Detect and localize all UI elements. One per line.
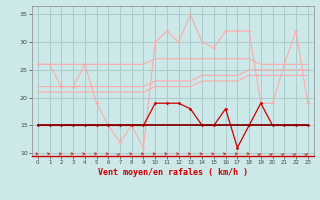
X-axis label: Vent moyen/en rafales ( km/h ): Vent moyen/en rafales ( km/h ): [98, 168, 248, 177]
